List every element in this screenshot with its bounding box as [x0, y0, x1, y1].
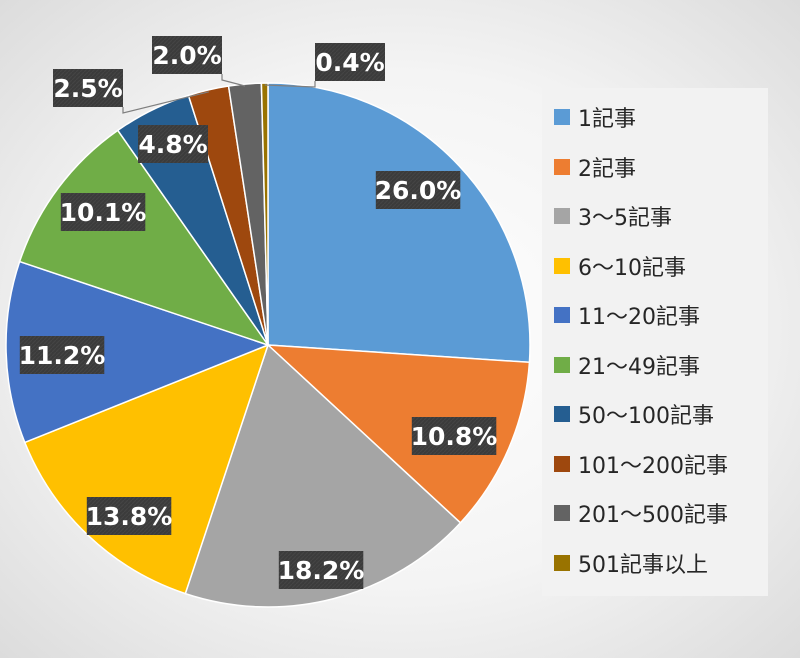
- data-label-8: 2.5%: [53, 74, 122, 103]
- legend-swatch-6: [554, 356, 570, 373]
- legend-label-5: 11～20記事: [578, 305, 700, 330]
- legend-item-2: 2記事: [554, 152, 636, 182]
- data-label-2: 10.8%: [411, 422, 498, 451]
- legend-swatch-7: [554, 406, 570, 422]
- leader-line-8: [122, 91, 209, 114]
- data-label-4: 13.8%: [86, 502, 173, 531]
- pie-slice-1: [267, 82, 531, 364]
- data-label-3: 18.2%: [278, 556, 365, 585]
- legend-swatch-10: [554, 554, 570, 571]
- data-label-9: 2.0%: [152, 41, 221, 70]
- data-label-box-10: [315, 43, 385, 81]
- legend-label-1: 1記事: [578, 107, 636, 132]
- data-label-10: 0.4%: [315, 48, 384, 77]
- data-labels: 26.0% 10.8% 18.2% 13.8% 11.2% 10.1% 4.8% 2.5% 2.…: [19, 36, 498, 589]
- legend-swatch-4: [554, 257, 570, 274]
- legend-label-2: 2記事: [578, 156, 636, 182]
- data-label-box-4: [86, 497, 172, 535]
- data-label-box-5: [19, 336, 105, 374]
- leader-line-9: [221, 74, 246, 87]
- legend-swatch-5: [554, 307, 570, 323]
- pie-slice-3: [184, 343, 462, 608]
- legend-item-1: 1記事: [554, 102, 636, 132]
- legend-item-6: 21～49記事: [554, 350, 700, 380]
- legend-label-3: 3～5記事: [578, 206, 672, 231]
- legend-item-5: 11～20記事: [554, 300, 700, 330]
- data-label-6: 10.1%: [60, 198, 147, 227]
- legend-label-8: 101～200記事: [578, 453, 728, 479]
- pie-slice-2: [265, 344, 531, 524]
- pie-slice-6: [18, 129, 270, 347]
- pie-slice-5: [5, 260, 271, 444]
- legend-item-3: 3～5記事: [554, 201, 672, 231]
- legend-item-9: 201～500記事: [554, 498, 728, 528]
- data-label-5: 11.2%: [19, 341, 106, 370]
- legend-label-7: 50～100記事: [578, 404, 714, 429]
- data-label-box-3: [278, 551, 364, 589]
- legend-item-7: 50～100記事: [554, 399, 714, 429]
- leader-line-10: [264, 81, 316, 88]
- pie-slice-4: [23, 343, 270, 595]
- data-label-7: 4.8%: [138, 130, 207, 159]
- legend-swatch-2: [554, 158, 570, 175]
- legend-item-10: 501記事以上: [554, 548, 708, 578]
- legend-swatch-1: [554, 109, 570, 125]
- legend-swatch-8: [554, 455, 570, 472]
- data-label-box-6: [60, 193, 146, 231]
- legend-label-10: 501記事以上: [578, 552, 708, 578]
- data-label-box-1: [375, 171, 461, 209]
- data-label-box-8: [53, 69, 123, 107]
- data-label-1: 26.0%: [375, 176, 462, 205]
- legend-label-6: 21～49記事: [578, 354, 700, 380]
- legend-item-4: 6～10記事: [554, 251, 686, 281]
- legend: 1記事 2記事 3～5記事 6～10記事 11～20記事 21～49記事 50～100記事 1…: [542, 88, 768, 596]
- leader-lines: [122, 74, 316, 114]
- data-label-box-9: [152, 36, 222, 74]
- legend-label-9: 201～500記事: [578, 503, 728, 528]
- legend-label-4: 6～10記事: [578, 255, 686, 281]
- data-label-box-7: [138, 125, 208, 163]
- legend-swatch-9: [554, 505, 570, 521]
- pie-slice-10: [260, 82, 269, 346]
- legend-item-8: 101～200記事: [554, 449, 728, 479]
- data-label-box-2: [411, 417, 497, 455]
- legend-swatch-3: [554, 208, 570, 224]
